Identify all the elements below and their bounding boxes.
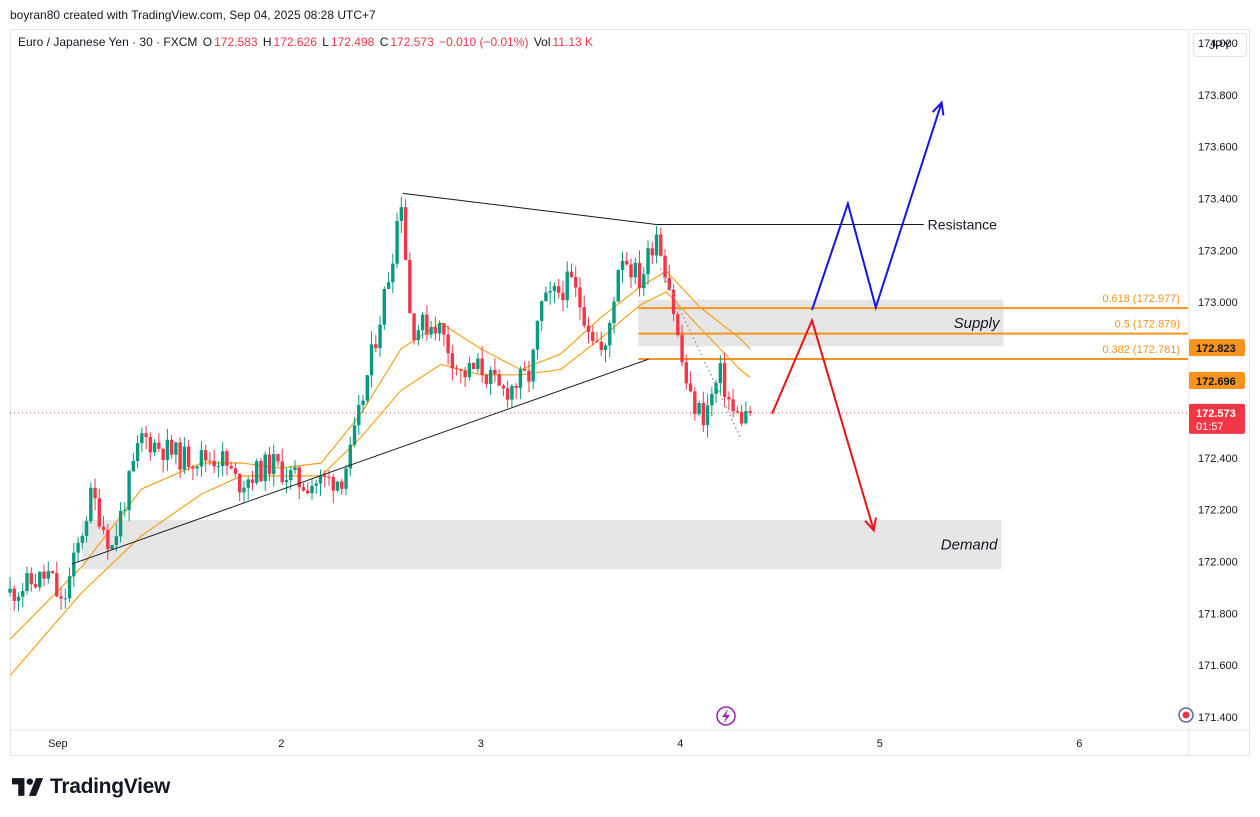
chart-frame: [10, 29, 1250, 756]
chart-credit: boyran80 created with TradingView.com, S…: [10, 8, 376, 22]
volume-label: Vol: [533, 35, 551, 49]
low-value: 172.498: [330, 35, 375, 49]
close-value: 172.573: [390, 35, 434, 49]
open-value: 172.583: [214, 35, 258, 49]
symbol-legend: Euro / Japanese Yen · 30 · FXCM O 172.583…: [18, 35, 595, 49]
tradingview-logo-icon: [12, 778, 44, 796]
volume-value: 11.13 K: [552, 35, 594, 49]
high-value: 172.626: [273, 35, 317, 49]
open-label: O: [202, 35, 213, 49]
brand-logo[interactable]: TradingView: [12, 775, 170, 799]
currency-button[interactable]: JPY: [1193, 33, 1247, 57]
symbol-name[interactable]: Euro / Japanese Yen · 30 · FXCM: [18, 35, 198, 49]
brand-name: TradingView: [50, 775, 171, 798]
low-label: L: [322, 35, 329, 49]
high-label: H: [262, 35, 272, 49]
close-label: C: [379, 35, 389, 49]
change-value: −0.010 (−0.01%): [439, 35, 529, 49]
